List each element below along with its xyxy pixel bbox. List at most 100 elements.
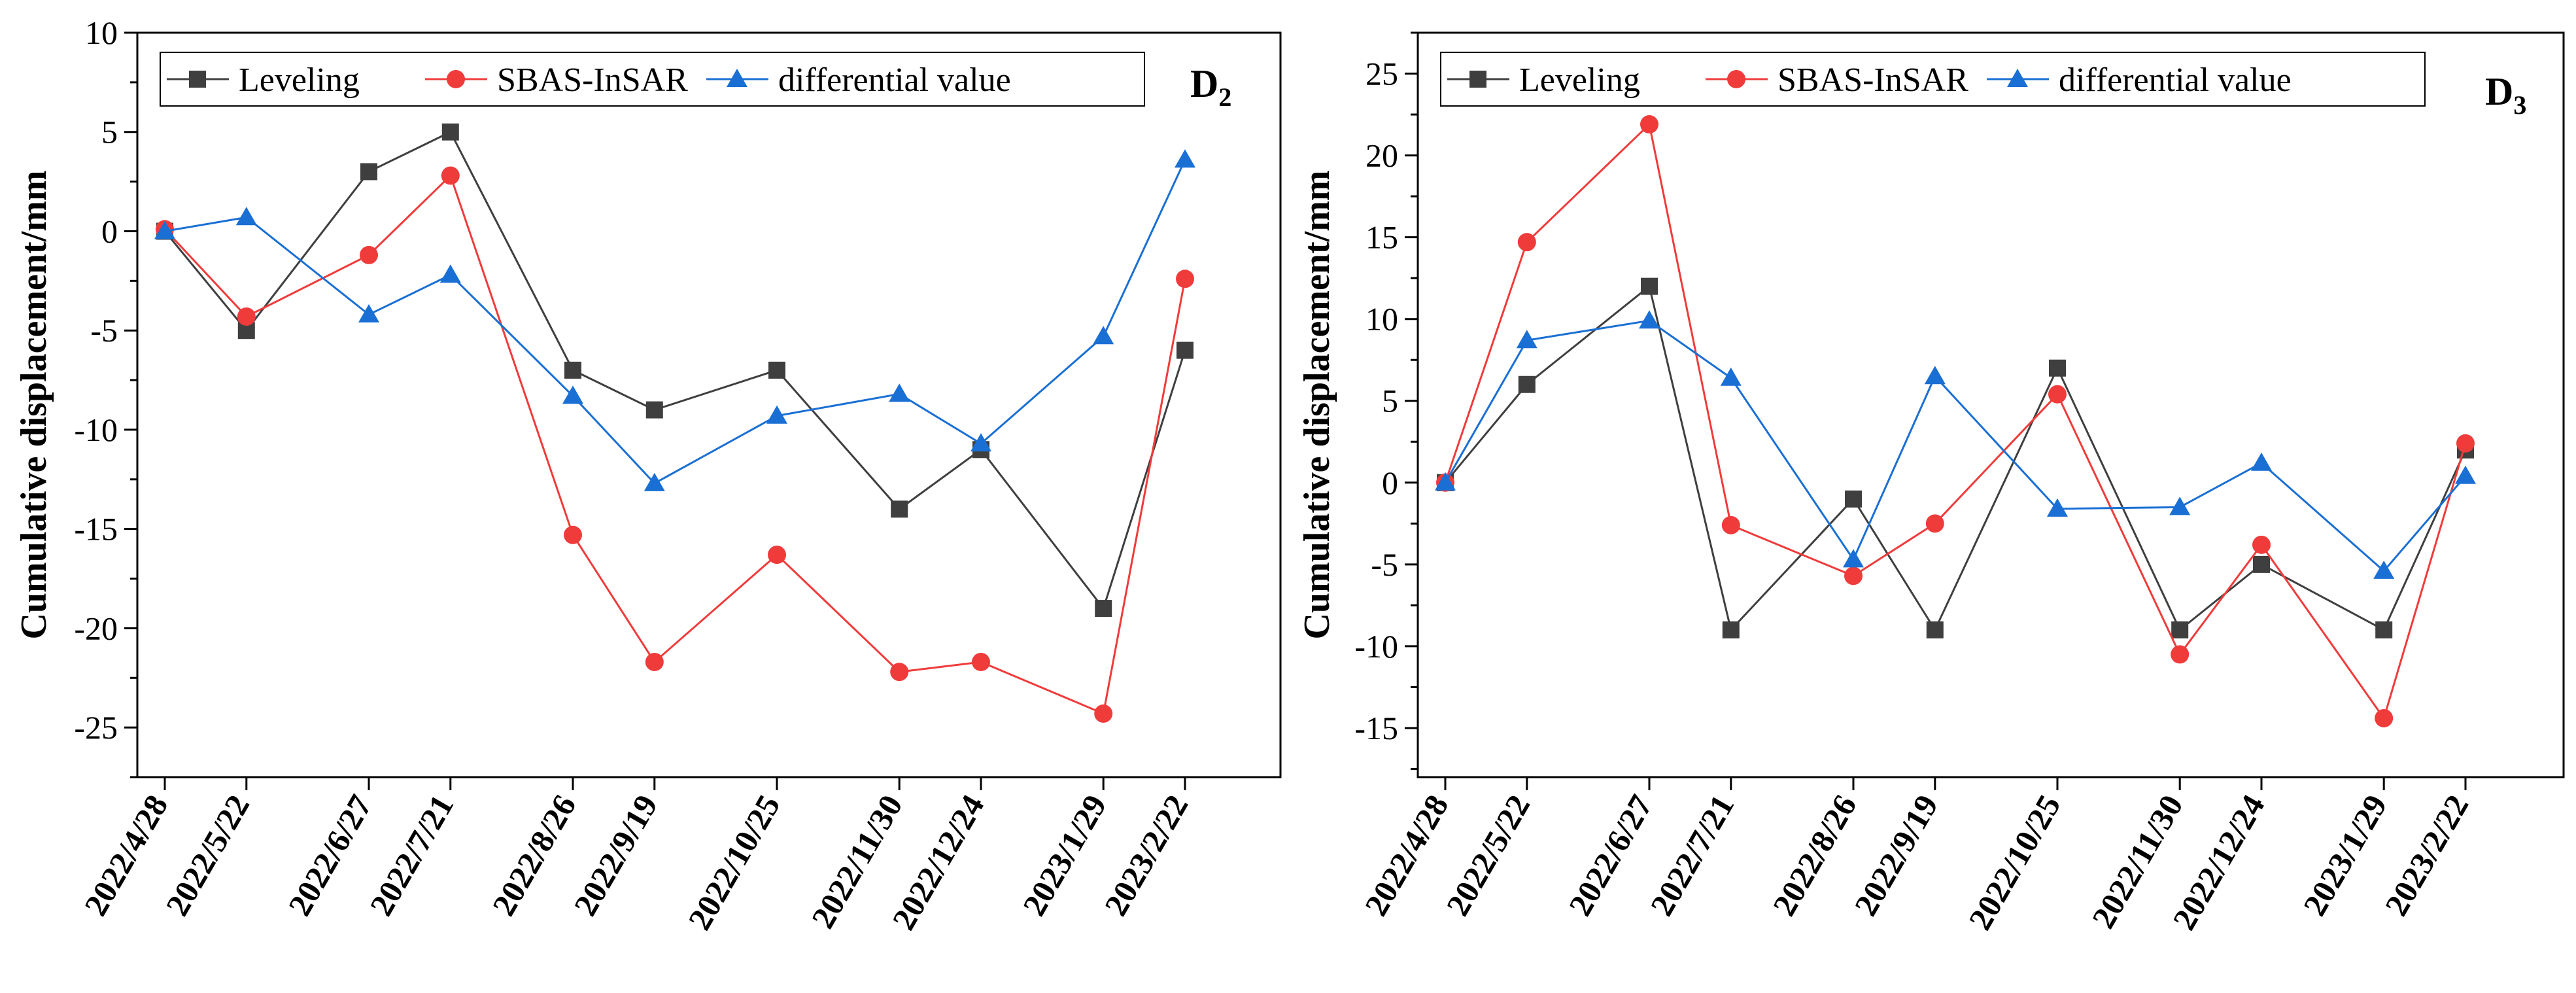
data-point	[1924, 366, 1946, 385]
legend-marker	[447, 70, 465, 88]
data-point	[2169, 496, 2191, 515]
panel-label: D2	[1190, 62, 1231, 112]
data-point	[970, 433, 991, 452]
x-tick-label: 2022/10/25	[681, 789, 787, 936]
data-point	[1435, 472, 1456, 491]
plot-frame	[1417, 31, 2565, 778]
y-tick-label: -20	[74, 610, 118, 646]
data-point	[1175, 149, 1195, 168]
data-point	[1095, 600, 1112, 618]
data-point	[1517, 233, 1536, 252]
data-point	[889, 383, 910, 402]
chart-panel-d3: 25 20 15 10 5 0 -5 -10 -15 Cumulative displacemen…	[1297, 31, 2565, 936]
panel-subscript: 2	[1218, 82, 1231, 112]
y-axis-title: Cumulative displacement/mm	[1297, 170, 1337, 639]
data-point	[1176, 341, 1194, 359]
legend-entry: differential value	[1987, 61, 2292, 99]
data-point	[1176, 270, 1194, 288]
data-point	[360, 245, 378, 264]
legend-entry: SBAS-InSAR	[1706, 61, 1968, 99]
y-tick-label: -5	[90, 312, 118, 349]
data-point	[358, 304, 379, 322]
y-tick-label: -10	[74, 411, 118, 448]
data-point	[645, 401, 663, 419]
data-point	[1721, 515, 1740, 534]
panel-label: D3	[2485, 70, 2526, 120]
y-tick-label: 5	[101, 114, 118, 150]
legend-label: Leveling	[239, 61, 360, 99]
data-point	[1093, 326, 1114, 345]
legend-label: Leveling	[1519, 61, 1640, 99]
y-tick-label: -10	[1354, 628, 1398, 665]
data-point	[2375, 621, 2393, 638]
data-point	[2047, 498, 2068, 517]
data-point	[1925, 514, 1944, 533]
data-point	[2171, 621, 2189, 638]
data-point	[562, 385, 583, 404]
panel-letter: D	[2485, 70, 2513, 113]
series-line	[1444, 319, 2467, 572]
y-tick-label: 5	[1382, 383, 1398, 419]
legend-entry: differential value	[706, 61, 1011, 99]
data-point	[2253, 555, 2270, 573]
y-tick-label: -15	[1354, 710, 1398, 746]
data-point	[1641, 277, 1658, 295]
panel-letter: D	[1190, 62, 1218, 105]
data-point	[2251, 452, 2272, 471]
data-point	[1720, 367, 1742, 386]
series-line	[163, 130, 1186, 611]
data-point	[2252, 535, 2271, 554]
data-point	[2049, 359, 2066, 377]
data-point	[2455, 465, 2476, 484]
legend: Leveling SBAS-InSAR differential value	[1440, 52, 2426, 107]
legend-label: SBAS-InSAR	[497, 61, 688, 99]
legend-label: differential value	[2059, 61, 2292, 99]
data-point	[1845, 490, 1862, 508]
series-differential-value	[154, 149, 1195, 491]
data-point	[1722, 621, 1740, 638]
data-point	[441, 123, 459, 141]
data-point	[768, 361, 785, 379]
series-sbas-insar	[156, 166, 1194, 723]
data-point	[1844, 566, 1863, 585]
y-axis-title: Cumulative displacement/mm	[14, 170, 54, 639]
x-tick-label: 2022/10/25	[1961, 789, 2067, 936]
y-tick-label: 10	[1365, 301, 1398, 338]
panel-subscript: 3	[2513, 90, 2526, 120]
series-line	[1444, 122, 2467, 721]
series-sbas-insar	[1436, 115, 2475, 727]
y-tick-label: 0	[1382, 464, 1398, 501]
data-point	[2171, 645, 2190, 664]
data-point	[768, 546, 786, 565]
data-point	[766, 405, 787, 424]
data-point	[237, 307, 256, 326]
data-point	[439, 264, 461, 283]
data-point	[891, 500, 908, 518]
data-point	[644, 472, 665, 491]
data-point	[1926, 621, 1944, 638]
series-differential-value	[1435, 310, 2476, 579]
series-line	[164, 159, 1186, 485]
legend-marker	[189, 71, 206, 88]
legend-frame	[160, 52, 1145, 107]
data-point	[154, 220, 175, 239]
y-tick-label: 25	[1365, 56, 1398, 92]
y-tick-label: -25	[74, 709, 118, 746]
data-point	[564, 361, 581, 379]
series-line	[163, 173, 1186, 715]
legend-label: differential value	[778, 61, 1011, 99]
legend: Leveling SBAS-InSAR differential value	[160, 52, 1145, 107]
data-point	[972, 652, 990, 671]
y-tick-label: 20	[1365, 137, 1398, 174]
y-tick-label: 10	[85, 14, 118, 51]
chart-panel-d2: 10 5 0 -5 -10 -15 -20 -25 Cumulative displacemen…	[14, 14, 1282, 936]
data-point	[1639, 310, 1660, 329]
data-point	[1640, 115, 1658, 134]
y-tick-label: 0	[101, 213, 118, 249]
data-point	[1094, 704, 1113, 723]
data-point	[2375, 708, 2394, 727]
legend-entry: Leveling	[167, 61, 360, 99]
y-tick-label: -5	[1371, 546, 1398, 583]
data-point	[564, 525, 582, 544]
